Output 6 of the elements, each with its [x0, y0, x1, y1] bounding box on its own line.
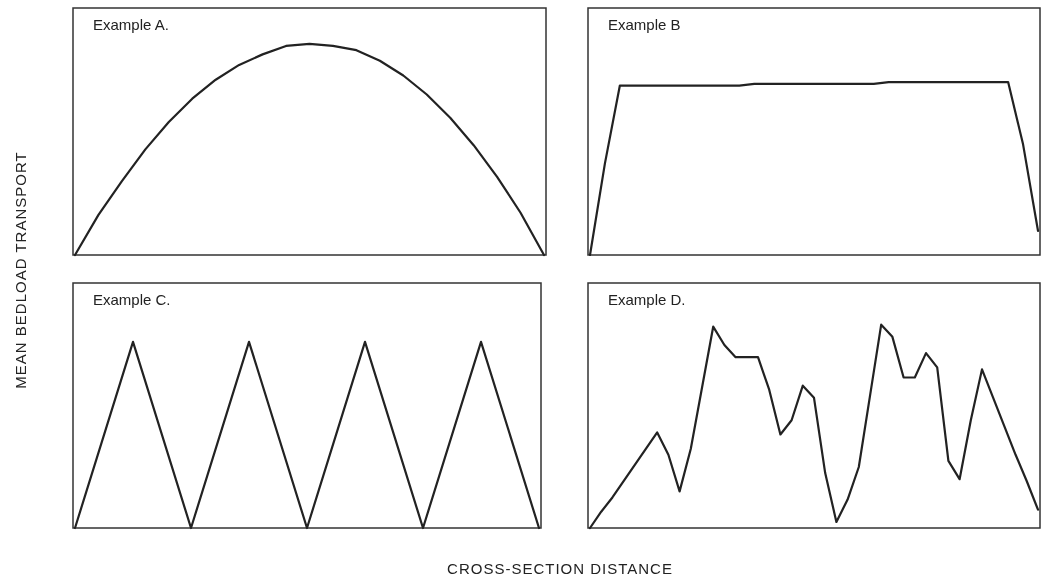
chart-title: Example C.	[93, 291, 171, 308]
x-axis-title: CROSS-SECTION DISTANCE	[447, 560, 673, 577]
chart-title: Example B	[608, 16, 681, 33]
chart-title: Example D.	[608, 291, 686, 308]
chart-title: Example A.	[93, 16, 169, 33]
y-axis-title: MEAN BEDLOAD TRANSPORT	[12, 151, 29, 389]
